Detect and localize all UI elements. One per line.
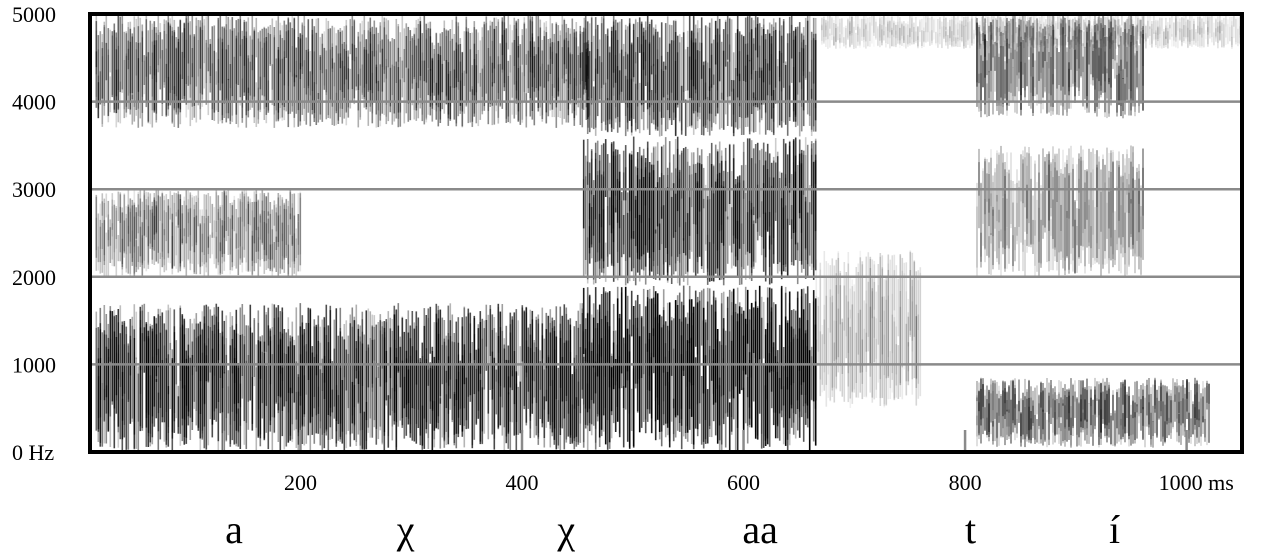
spectrogram-heatmap	[95, 14, 1243, 452]
energy-region	[976, 377, 1210, 448]
segment-label: t	[965, 507, 976, 552]
energy-region	[815, 250, 922, 408]
x-tick-label: 400	[506, 470, 539, 495]
x-tick-label: 1000 ms	[1159, 470, 1234, 495]
x-tick-label: 600	[727, 470, 760, 495]
y-tick-label: 5000	[12, 2, 56, 27]
energy-region	[976, 14, 1144, 119]
y-tick-label: 3000	[12, 177, 56, 202]
segment-label: í	[1109, 507, 1120, 552]
y-tick-label: 2000	[12, 265, 56, 290]
x-tick-labels: 200 400 600 800 1000 ms	[284, 470, 1234, 495]
y-tick-label: 1000	[12, 352, 56, 377]
segment-labels: a χ χ aa t í	[225, 507, 1120, 552]
x-tick-label: 200	[284, 470, 317, 495]
segment-label: a	[225, 507, 243, 552]
y-tick-label: 0 Hz	[12, 440, 54, 465]
energy-region	[821, 14, 1243, 50]
segment-label: aa	[742, 507, 778, 552]
energy-region	[582, 285, 817, 452]
y-tick-labels: 0 Hz 1000 2000 3000 4000 5000	[12, 2, 56, 465]
segment-label: χ	[556, 507, 575, 552]
energy-region	[95, 303, 584, 452]
x-tick-marks	[299, 430, 1188, 452]
gridlines	[90, 100, 1242, 366]
energy-region	[582, 136, 817, 286]
x-tick-label: 800	[949, 470, 982, 495]
segment-label: χ	[396, 507, 415, 552]
energy-region	[95, 14, 590, 128]
energy-region	[976, 145, 1144, 277]
y-tick-label: 4000	[12, 90, 56, 115]
energy-region	[95, 189, 302, 277]
plot-frame	[88, 12, 1244, 454]
energy-region	[582, 14, 817, 137]
